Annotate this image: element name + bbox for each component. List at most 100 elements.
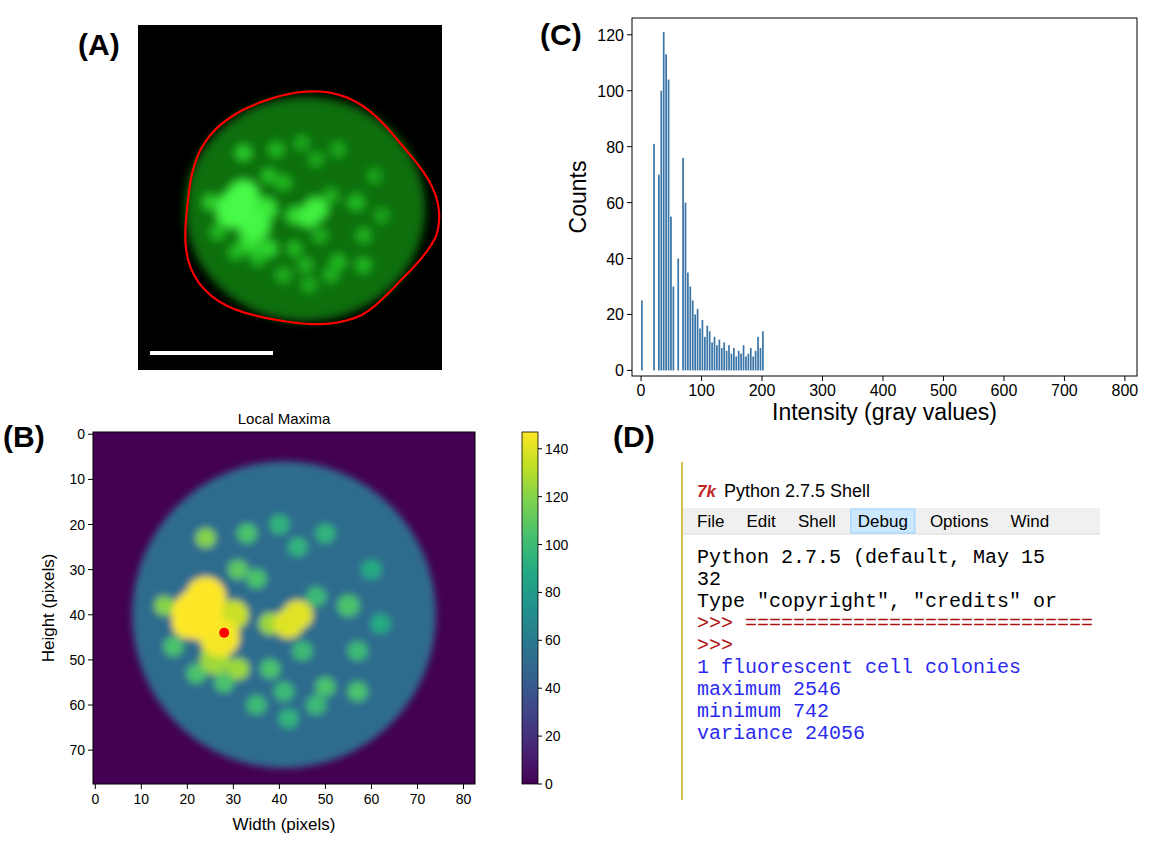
tick [95, 784, 96, 789]
tick [88, 434, 93, 435]
spot [274, 682, 294, 702]
plot-frame [632, 18, 1137, 376]
axis-title: Width (pixels) [233, 815, 336, 834]
bar [663, 32, 665, 370]
menu-item[interactable]: File [697, 512, 724, 531]
tick [538, 592, 542, 593]
figure: (A)(B)(C)(D)0102030405060708001020304050… [0, 0, 1155, 863]
menu-highlight [851, 509, 915, 533]
menu-item[interactable]: Debug [858, 512, 908, 531]
bar [706, 326, 708, 371]
spot [196, 528, 216, 548]
tick [1064, 376, 1065, 381]
spot [337, 595, 359, 617]
bar [697, 309, 699, 371]
tick [141, 784, 142, 789]
spot [214, 673, 234, 693]
bar [665, 54, 667, 370]
bar [673, 287, 675, 371]
spot [371, 614, 391, 634]
bar [709, 331, 711, 370]
bar [750, 348, 752, 370]
bars [641, 32, 764, 370]
spot [210, 225, 225, 240]
tick [943, 376, 944, 381]
spot [309, 152, 324, 167]
spot [315, 524, 335, 544]
tick [822, 376, 823, 381]
window-background [682, 462, 1100, 800]
tick-label: 30 [226, 791, 242, 807]
spot [330, 254, 345, 269]
menu-item[interactable]: Options [930, 512, 989, 531]
menu-item[interactable]: Shell [798, 512, 836, 531]
spot [306, 587, 326, 607]
tick [701, 376, 702, 381]
bar [702, 320, 704, 370]
tick-label: 50 [318, 791, 334, 807]
heatmap [93, 432, 475, 784]
colorbar [522, 432, 538, 784]
spot [236, 145, 251, 160]
tick-label: 100 [688, 382, 715, 399]
tick-label: 60 [364, 791, 380, 807]
spot [276, 175, 291, 190]
spot [315, 677, 335, 697]
tick-label: 0 [637, 382, 646, 399]
tick-label: 40 [545, 680, 561, 696]
tick [371, 784, 372, 789]
spot [374, 208, 389, 223]
window-title: Python 2.7.5 Shell [724, 481, 870, 501]
tick-label: 50 [69, 652, 85, 668]
tick-label: 80 [545, 584, 561, 600]
spot [228, 560, 248, 580]
tick-label: 20 [545, 728, 561, 744]
shell-line: 32 [697, 568, 721, 591]
bar [718, 340, 720, 371]
tick-label: 120 [597, 27, 624, 44]
tick-label: 100 [545, 537, 569, 553]
shell-line: Type "copyright", "credits" or [697, 590, 1057, 613]
bar [677, 259, 679, 371]
spot [246, 569, 266, 589]
menu-item[interactable]: Wind [1010, 512, 1049, 531]
spot [288, 537, 308, 557]
image-background [138, 25, 442, 370]
tick [279, 784, 280, 789]
spot [367, 168, 382, 183]
spot [312, 228, 327, 243]
bar [660, 91, 662, 371]
spot [287, 241, 302, 256]
bar [675, 370, 677, 371]
tick [538, 640, 542, 641]
shell-line: variance 24056 [697, 722, 865, 745]
peak-marker [219, 628, 229, 638]
spot [348, 194, 365, 211]
tick [88, 524, 93, 525]
bar [653, 144, 655, 371]
panel-label: (D) [613, 420, 655, 453]
app-icon: 7k [697, 482, 717, 501]
spot [278, 709, 298, 729]
shell-window: 7k Python 2.7.5 ShellFile Edit Shell Debug Op… [682, 462, 1100, 800]
spot [323, 188, 338, 203]
spot [356, 258, 371, 273]
tick-label: 20 [69, 517, 85, 533]
title: Local Maxima [238, 410, 331, 427]
spot [261, 168, 276, 183]
tick-label: 400 [870, 382, 897, 399]
tick-label: 40 [272, 791, 288, 807]
bar [748, 354, 750, 371]
tick-label: 20 [180, 791, 196, 807]
tick [538, 496, 542, 497]
tick [627, 90, 632, 91]
bar [731, 354, 733, 371]
tick [1003, 376, 1004, 381]
spot [283, 600, 313, 630]
bar [648, 370, 650, 371]
bar [685, 203, 687, 371]
spot [323, 267, 338, 282]
menu-item[interactable]: Edit [746, 512, 776, 531]
tick-label: 0 [615, 362, 624, 379]
heatmap-background [93, 432, 475, 784]
